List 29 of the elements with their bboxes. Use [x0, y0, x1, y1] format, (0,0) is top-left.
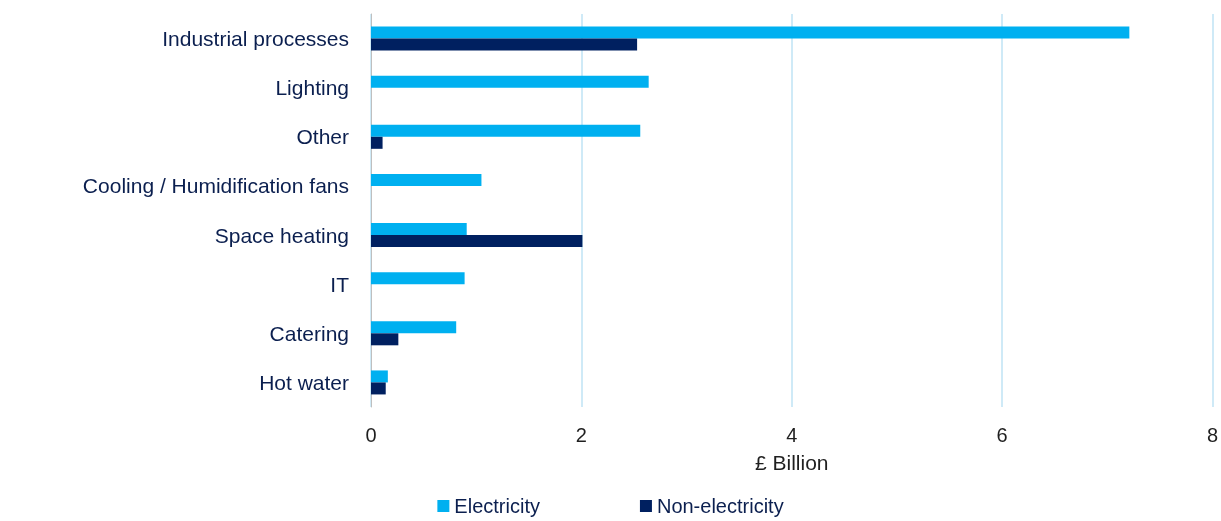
bar: [371, 124, 641, 137]
bar: [371, 333, 399, 346]
x-tick-label: 8: [1206, 424, 1218, 446]
y-tick-label: Cooling / Humidification fans: [82, 174, 349, 198]
bar: [371, 321, 457, 334]
bar: [371, 75, 649, 88]
bar: [371, 370, 388, 383]
y-tick-label: Catering: [269, 321, 349, 345]
legend-label: Electricity: [454, 495, 540, 517]
bar: [371, 223, 467, 236]
x-tick-label: 0: [365, 424, 377, 446]
y-tick-label: Space heating: [214, 223, 349, 247]
bar: [371, 173, 482, 186]
y-tick-label: Industrial processes: [162, 27, 349, 51]
y-tick-label: Other: [296, 125, 349, 149]
x-tick-label: 2: [575, 424, 587, 446]
legend-label: Non-electricity: [656, 495, 784, 517]
bar: [371, 26, 1130, 39]
x-tick-label: 4: [786, 424, 798, 446]
y-tick-label: Lighting: [275, 76, 349, 100]
y-tick-label: Hot water: [259, 370, 349, 394]
y-tick-label: IT: [330, 272, 350, 296]
bar: [371, 136, 383, 149]
x-tick-label: 6: [996, 424, 1008, 446]
bar: [371, 38, 638, 51]
bar: [371, 235, 583, 248]
bar: [371, 382, 386, 395]
x-axis-title: £ Billion: [754, 451, 829, 474]
bar: [371, 272, 465, 285]
